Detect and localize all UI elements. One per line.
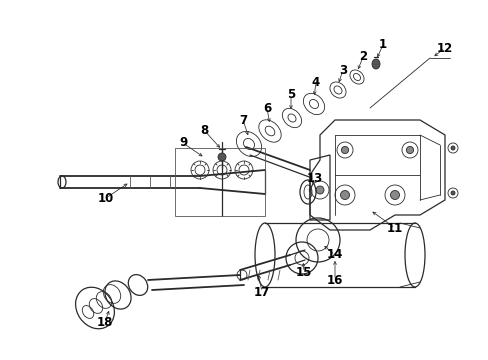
Text: 8: 8 <box>200 123 208 136</box>
Bar <box>175 148 264 216</box>
Text: 3: 3 <box>338 63 346 77</box>
Ellipse shape <box>341 147 348 154</box>
Text: 16: 16 <box>326 274 343 287</box>
Text: 17: 17 <box>253 285 269 298</box>
Ellipse shape <box>406 147 413 154</box>
Text: 6: 6 <box>263 102 270 114</box>
Text: 10: 10 <box>98 192 114 204</box>
Ellipse shape <box>371 59 379 69</box>
Text: 11: 11 <box>386 221 402 234</box>
Text: 18: 18 <box>97 315 113 328</box>
Text: 7: 7 <box>239 113 246 126</box>
Text: 9: 9 <box>179 136 187 149</box>
Text: 2: 2 <box>358 50 366 63</box>
Text: 14: 14 <box>326 248 343 261</box>
Ellipse shape <box>218 153 225 161</box>
Ellipse shape <box>340 190 349 199</box>
Text: 13: 13 <box>306 171 323 184</box>
Text: 5: 5 <box>286 89 295 102</box>
Text: 1: 1 <box>378 39 386 51</box>
Ellipse shape <box>450 191 454 195</box>
Text: 12: 12 <box>436 41 452 54</box>
Text: 15: 15 <box>295 266 311 279</box>
Ellipse shape <box>315 186 324 194</box>
Ellipse shape <box>450 146 454 150</box>
Ellipse shape <box>390 190 399 199</box>
Text: 4: 4 <box>311 76 320 89</box>
